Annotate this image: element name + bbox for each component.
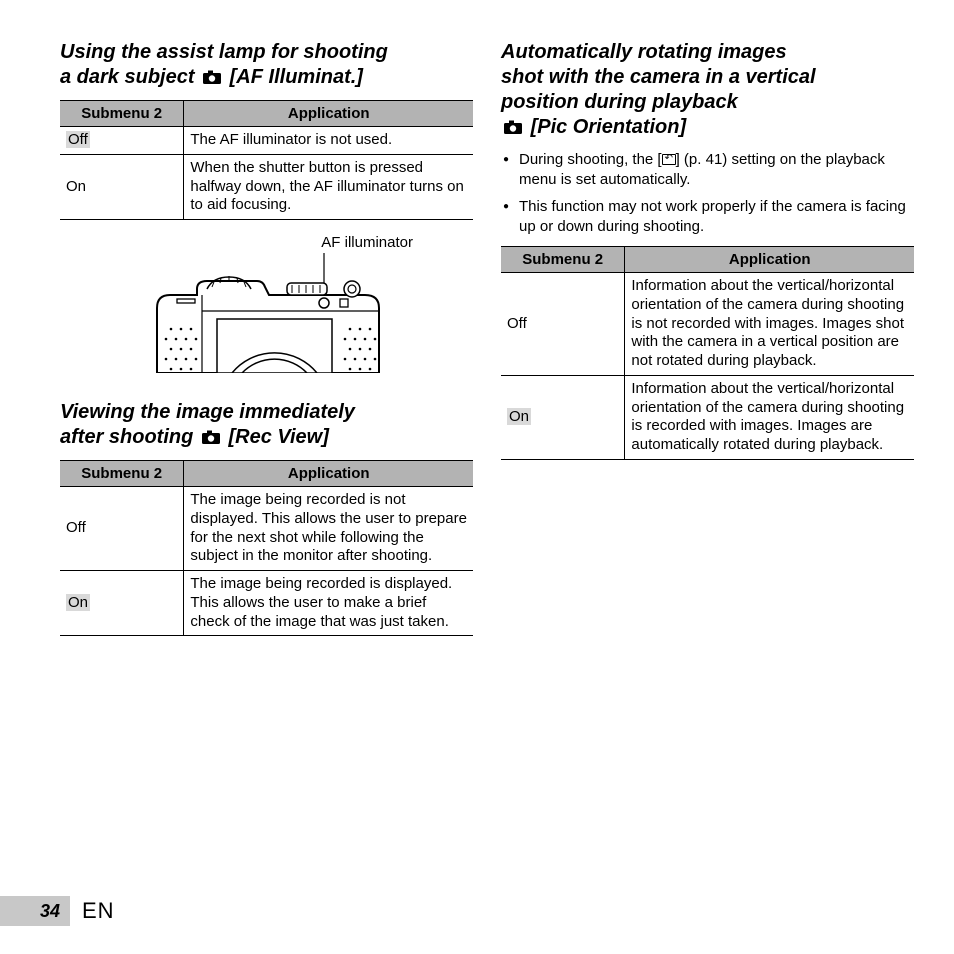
heading-text: Automatically rotating images — [501, 41, 787, 63]
af-illuminat-table: Submenu 2 Application Off The AF illumin… — [60, 100, 473, 220]
notes-list: During shooting, the [] (p. 41) setting … — [501, 150, 914, 236]
camera-line-art — [137, 253, 397, 373]
heading-text: position during playback — [501, 91, 738, 113]
table-row: On When the shutter button is pressed ha… — [60, 154, 473, 219]
cell-application: The image being recorded is displayed. T… — [184, 571, 473, 636]
camera-illustration: AF illuminator — [60, 234, 473, 378]
note-item: During shooting, the [] (p. 41) setting … — [501, 150, 914, 189]
rec-view-heading: Viewing the image immediately after shoo… — [60, 400, 473, 452]
table-header: Submenu 2 — [501, 247, 625, 273]
table-row: On Information about the vertical/horizo… — [501, 375, 914, 459]
table-header: Application — [184, 461, 473, 487]
cell-application: The AF illuminator is not used. — [184, 127, 473, 155]
table-row: Off The image being recorded is not disp… — [60, 487, 473, 571]
table-row: Off The AF illuminator is not used. — [60, 127, 473, 155]
cell-submenu: Off — [501, 273, 625, 376]
rec-view-table: Submenu 2 Application Off The image bein… — [60, 460, 473, 636]
table-row: On The image being recorded is displayed… — [60, 571, 473, 636]
page-number: 34 — [0, 896, 70, 926]
cell-application: Information about the vertical/horizonta… — [625, 273, 914, 376]
page-body: Using the assist lamp for shooting a dar… — [0, 0, 954, 650]
cell-submenu: Off — [66, 131, 90, 148]
table-row: Off Information about the vertical/horiz… — [501, 273, 914, 376]
cell-submenu: Off — [60, 487, 184, 571]
heading-bracket: [AF Illuminat.] — [230, 66, 363, 88]
cell-submenu: On — [60, 154, 184, 219]
camera-icon — [201, 427, 221, 452]
rotate-icon — [662, 154, 676, 165]
camera-icon — [202, 67, 222, 92]
right-column: Automatically rotating images shot with … — [501, 40, 914, 650]
heading-text: Viewing the image immediately — [60, 401, 355, 423]
table-header: Submenu 2 — [60, 461, 184, 487]
heading-text: Using the assist lamp for shooting — [60, 41, 388, 63]
note-item: This function may not work properly if t… — [501, 197, 914, 236]
heading-text: after shooting — [60, 426, 193, 448]
heading-bracket: [Pic Orientation] — [531, 116, 687, 138]
table-header: Submenu 2 — [60, 101, 184, 127]
cell-submenu: On — [66, 594, 90, 611]
page-footer: 34 EN — [0, 896, 115, 926]
left-column: Using the assist lamp for shooting a dar… — [60, 40, 473, 650]
cell-application: Information about the vertical/horizonta… — [625, 375, 914, 459]
language-code: EN — [82, 898, 115, 924]
pic-orientation-table: Submenu 2 Application Off Information ab… — [501, 246, 914, 460]
cell-application: The image being recorded is not displaye… — [184, 487, 473, 571]
heading-text: shot with the camera in a vertical — [501, 66, 816, 88]
pic-orientation-heading: Automatically rotating images shot with … — [501, 40, 914, 142]
illustration-label: AF illuminator — [60, 234, 473, 251]
cell-application: When the shutter button is pressed halfw… — [184, 154, 473, 219]
af-illuminat-heading: Using the assist lamp for shooting a dar… — [60, 40, 473, 92]
table-header: Application — [184, 101, 473, 127]
camera-icon — [503, 117, 523, 142]
heading-text: a dark subject — [60, 66, 195, 88]
cell-submenu: On — [507, 408, 531, 425]
heading-bracket: [Rec View] — [228, 426, 328, 448]
table-header: Application — [625, 247, 914, 273]
